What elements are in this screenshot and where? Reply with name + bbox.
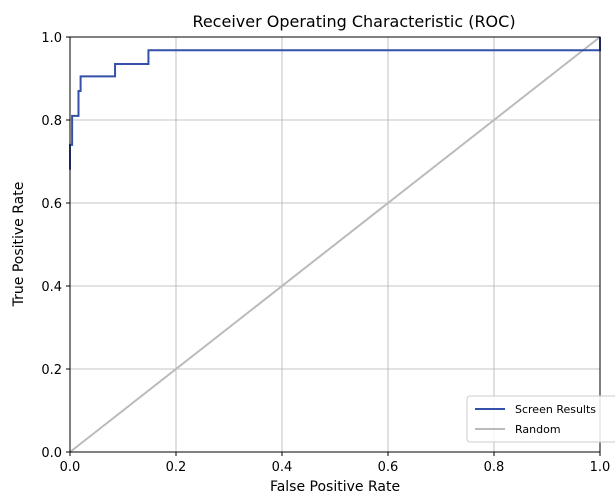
legend-label: Random — [515, 423, 561, 436]
y-tick-label: 0.8 — [41, 114, 62, 129]
x-tick-label: 0.6 — [378, 460, 399, 475]
chart-title: Receiver Operating Characteristic (ROC) — [192, 12, 515, 31]
y-tick-label: 0.2 — [41, 363, 62, 378]
y-tick-label: 0.6 — [41, 197, 62, 212]
y-axis-title: True Positive Rate — [11, 182, 27, 308]
x-tick-label: 0.4 — [272, 460, 293, 475]
x-axis-title: False Positive Rate — [270, 479, 400, 495]
x-ticks: 0.0 0.2 0.4 0.6 0.8 1.0 — [60, 452, 611, 475]
x-tick-label: 0.0 — [60, 460, 81, 475]
y-tick-label: 0.0 — [41, 446, 62, 461]
legend-label: Screen Results — [515, 403, 596, 416]
x-tick-label: 0.8 — [484, 460, 505, 475]
plot-frame — [69, 36, 601, 453]
series-line-random — [69, 36, 601, 453]
x-tick-label: 1.0 — [590, 460, 611, 475]
plot-area — [69, 36, 601, 453]
legend-box — [466, 395, 615, 443]
legend: Screen Results Random — [466, 395, 615, 443]
x-tick-label: 0.2 — [166, 460, 187, 475]
y-ticks: 0.0 0.2 0.4 0.6 0.8 1.0 — [41, 31, 70, 461]
y-tick-label: 1.0 — [41, 31, 62, 46]
y-tick-label: 0.4 — [41, 280, 62, 295]
series-line-screen-results — [69, 37, 601, 170]
